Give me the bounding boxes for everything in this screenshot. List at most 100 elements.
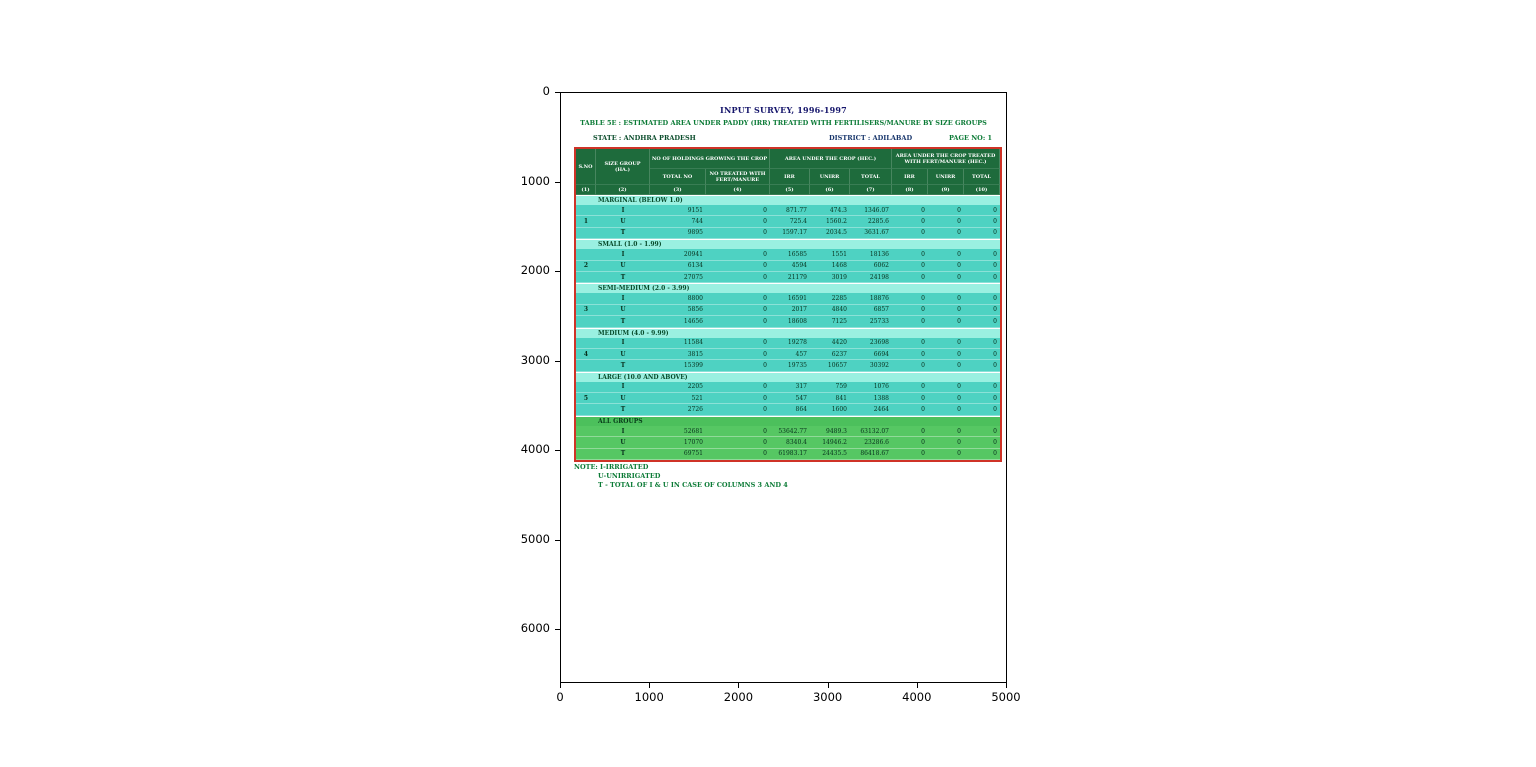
- table-cell: 3019: [810, 271, 850, 284]
- table-cell: 15399: [650, 360, 706, 372]
- table-cell: 0: [964, 304, 1000, 317]
- table-cell: 0: [892, 425, 928, 438]
- table-cell: 0: [964, 260, 1000, 272]
- x-tick-label: 3000: [812, 690, 843, 704]
- table-cell: 6857: [850, 304, 892, 317]
- table-cell: 0: [706, 360, 770, 372]
- table-cell: 0: [964, 404, 1000, 416]
- table-cell: 0: [928, 216, 964, 228]
- table-cell: 0: [706, 348, 770, 361]
- header-column-number: (2): [596, 185, 650, 195]
- table-cell: 0: [892, 381, 928, 394]
- header-subcolumn: TOTAL NO: [650, 169, 706, 185]
- table-cell: 23698: [850, 337, 892, 349]
- header-column-number: (6): [810, 185, 850, 195]
- y-tickmark: [555, 360, 560, 362]
- table-cell: 16591: [770, 293, 810, 305]
- row-irrigation-code: I: [596, 425, 650, 438]
- header-column-number: (9): [928, 185, 964, 195]
- table-cell: 2205: [650, 381, 706, 394]
- table-cell: 0: [928, 271, 964, 284]
- table-cell: 2464: [850, 404, 892, 416]
- row-irrigation-code: U: [596, 348, 650, 361]
- table-cell: 2726: [650, 404, 706, 416]
- table-cell: 0: [892, 216, 928, 228]
- note-line: U-UNIRRIGATED: [598, 472, 661, 480]
- table-cell: 0: [706, 293, 770, 305]
- y-tick-label: 3000: [520, 352, 550, 367]
- table-cell: 0: [928, 337, 964, 349]
- table-cell: 0: [928, 249, 964, 261]
- table-cell: 0: [964, 448, 1000, 461]
- table-cell: 0: [706, 381, 770, 394]
- size-group-label: ALL GROUPS: [576, 415, 1000, 426]
- table-cell: 14656: [650, 316, 706, 328]
- note-line: NOTE: I-IRRIGATED: [574, 463, 649, 471]
- row-irrigation-code: I: [596, 381, 650, 394]
- x-tickmark: [738, 683, 740, 688]
- table-cell: 0: [928, 360, 964, 372]
- row-sno: [576, 425, 596, 438]
- row-irrigation-code: T: [596, 271, 650, 284]
- y-tick-label: 0: [542, 84, 550, 98]
- table-cell: 21179: [770, 271, 810, 284]
- table-cell: 30392: [850, 360, 892, 372]
- table-cell: 547: [770, 393, 810, 405]
- row-sno: [576, 381, 596, 394]
- table-cell: 0: [892, 348, 928, 361]
- table-cell: 0: [706, 249, 770, 261]
- row-irrigation-code: T: [596, 404, 650, 416]
- table-cell: 0: [892, 437, 928, 449]
- table-cell: 1076: [850, 381, 892, 394]
- table-cell: 1560.2: [810, 216, 850, 228]
- table-cell: 841: [810, 393, 850, 405]
- table-cell: 25733: [850, 316, 892, 328]
- table-cell: 6134: [650, 260, 706, 272]
- size-group-label: MARGINAL (BELOW 1.0): [576, 195, 1000, 205]
- row-sno: [576, 360, 596, 372]
- table-cell: 3631.67: [850, 227, 892, 240]
- row-sno: [576, 316, 596, 328]
- table-cell: 61983.17: [770, 448, 810, 461]
- table-cell: 0: [892, 404, 928, 416]
- table-cell: 9895: [650, 227, 706, 240]
- row-sno: [576, 448, 596, 461]
- x-tick-label: 4000: [902, 690, 932, 704]
- table-cell: 0: [964, 348, 1000, 361]
- table-cell: 0: [892, 304, 928, 317]
- header-subcolumn: IRR: [770, 169, 810, 185]
- header-column-number: (7): [850, 185, 892, 195]
- table-cell: 0: [706, 316, 770, 328]
- size-group-label: SMALL (1.0 - 1.99): [576, 239, 1000, 250]
- row-irrigation-code: U: [596, 304, 650, 317]
- table-cell: 11584: [650, 337, 706, 349]
- table-cell: 0: [706, 437, 770, 449]
- row-irrigation-code: U: [596, 260, 650, 272]
- table-cell: 0: [892, 316, 928, 328]
- table-cell: 69751: [650, 448, 706, 461]
- row-sno: [576, 293, 596, 305]
- table-cell: 0: [964, 271, 1000, 284]
- table-cell: 0: [928, 348, 964, 361]
- table-cell: 9489.3: [810, 425, 850, 438]
- size-group-label: SEMI-MEDIUM (2.0 - 3.99): [576, 283, 1000, 294]
- row-sno: 2: [576, 260, 596, 272]
- header-subcolumn: UNIRR: [810, 169, 850, 185]
- row-irrigation-code: I: [596, 249, 650, 261]
- y-tickmark: [555, 629, 560, 630]
- header-column-number: (1): [576, 185, 596, 195]
- table-cell: 0: [892, 448, 928, 461]
- row-sno: 3: [576, 304, 596, 317]
- document-page: INPUT SURVEY, 1996-1997 TABLE 5E : ESTIM…: [561, 93, 1006, 682]
- footnotes: NOTE: I-IRRIGATED U-UNIRRIGATED T - TOTAL …: [574, 463, 788, 490]
- plot-axes: INPUT SURVEY, 1996-1997 TABLE 5E : ESTIM…: [560, 92, 1007, 683]
- table-cell: 0: [892, 227, 928, 240]
- table-cell: 18136: [850, 249, 892, 261]
- table-cell: 4420: [810, 337, 850, 349]
- table-cell: 18876: [850, 293, 892, 305]
- row-sno: [576, 271, 596, 284]
- y-tickmark: [555, 181, 560, 183]
- row-irrigation-code: U: [596, 216, 650, 228]
- table-cell: 871.77: [770, 205, 810, 217]
